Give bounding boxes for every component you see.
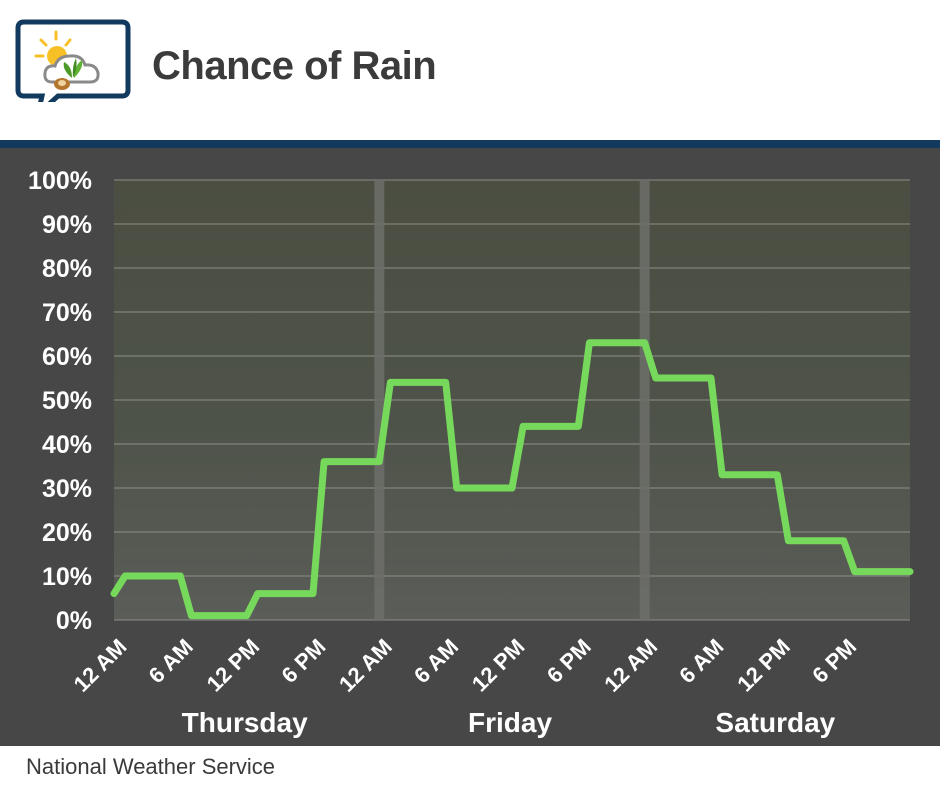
x-tick-label: 12 AM [69, 634, 132, 697]
day-label-saturday: Saturday [715, 707, 835, 738]
y-tick-label: 80% [42, 255, 92, 283]
page-title: Chance of Rain [152, 44, 437, 88]
day-label-thursday: Thursday [182, 707, 308, 738]
y-tick-label: 10% [42, 563, 92, 591]
x-tick-label: 12 PM [732, 634, 795, 697]
x-tick-label: 12 AM [599, 634, 662, 697]
header: Chance of Rain [0, 0, 940, 140]
y-tick-label: 100% [28, 167, 92, 195]
x-tick-label: 6 AM [144, 634, 198, 688]
x-tick-label: 6 PM [277, 634, 331, 688]
header-divider [0, 140, 940, 148]
y-tick-label: 50% [42, 387, 92, 415]
y-axis-ticks: 0% 10% 20% 30% 40% 50% 60% 70% 80% 90% 100% [28, 167, 92, 635]
x-tick-label: 6 PM [542, 634, 596, 688]
x-axis-ticks: 12 AM 6 AM 12 PM 6 PM 12 AM 6 AM 12 PM 6 PM 12 A… [69, 634, 862, 697]
day-separator [374, 180, 385, 620]
y-tick-label: 20% [42, 519, 92, 547]
day-labels: Thursday Friday Saturday [182, 707, 836, 738]
day-separator [639, 180, 650, 620]
sun-cloud-plant-icon [14, 18, 132, 122]
y-tick-label: 30% [42, 475, 92, 503]
series-line-0 [110, 339, 914, 620]
x-tick-label: 12 AM [334, 634, 397, 697]
x-tick-label: 12 PM [467, 634, 530, 697]
y-tick-label: 90% [42, 211, 92, 239]
x-tick-label: 6 AM [674, 634, 728, 688]
y-tick-label: 40% [42, 431, 92, 459]
rain-chance-chart: 0%10%20%30%40%50%60%70%80%90%100% 12 AM 6… [28, 167, 914, 738]
x-tick-label: 6 AM [409, 634, 463, 688]
chart-panel: 0% 10% 20% 30% 40% 50% 60% 70% 80% 90% 100% 12 AM 6… [0, 148, 940, 746]
y-tick-label: 60% [42, 343, 92, 371]
x-tick-label: 12 PM [202, 634, 265, 697]
source-credit: National Weather Service [26, 754, 276, 779]
y-tick-label: 70% [42, 299, 92, 327]
y-tick-label: 0% [56, 607, 92, 635]
x-tick-label: 6 PM [807, 634, 861, 688]
day-label-friday: Friday [468, 707, 552, 738]
series-lines [110, 339, 914, 620]
day-separators [374, 180, 650, 620]
